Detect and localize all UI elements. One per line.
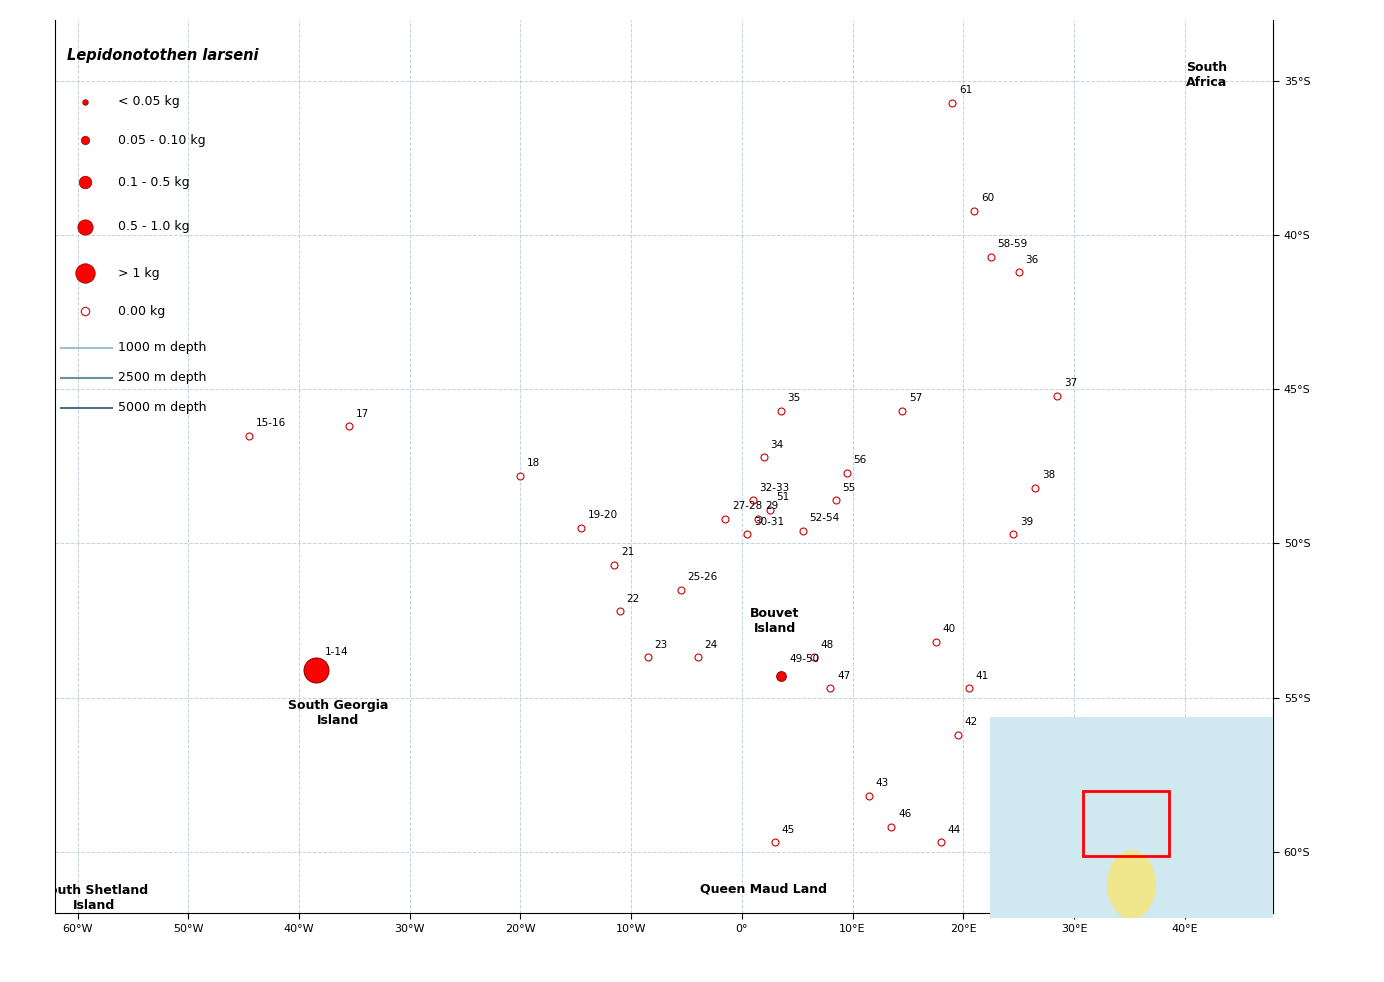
Text: 47: 47 bbox=[837, 671, 850, 681]
Text: 32-33: 32-33 bbox=[760, 482, 790, 493]
Text: 34: 34 bbox=[771, 440, 783, 450]
Text: 0.1 - 0.5 kg: 0.1 - 0.5 kg bbox=[118, 176, 190, 189]
Bar bbox=[1082, 791, 1169, 855]
Text: 39: 39 bbox=[1020, 517, 1032, 526]
Text: Bouvet
Island: Bouvet Island bbox=[750, 607, 800, 634]
Text: 52-54: 52-54 bbox=[810, 514, 840, 523]
Text: 1000 m depth: 1000 m depth bbox=[118, 341, 206, 355]
Text: 17: 17 bbox=[356, 409, 368, 418]
Text: 30-31: 30-31 bbox=[754, 517, 785, 526]
Text: 25-26: 25-26 bbox=[688, 572, 718, 582]
Text: 41: 41 bbox=[976, 671, 988, 681]
Text: 40: 40 bbox=[943, 625, 955, 634]
Text: 2500 m depth: 2500 m depth bbox=[118, 371, 206, 384]
Text: 0.00 kg: 0.00 kg bbox=[118, 304, 165, 318]
Text: 29: 29 bbox=[765, 501, 778, 512]
Text: South Georgia
Island: South Georgia Island bbox=[288, 699, 388, 727]
Text: 58-59: 58-59 bbox=[998, 240, 1028, 249]
Text: 49-50: 49-50 bbox=[789, 654, 819, 664]
Text: 36: 36 bbox=[1026, 254, 1038, 264]
Text: < 0.05 kg: < 0.05 kg bbox=[118, 95, 180, 108]
Text: South
Africa: South Africa bbox=[1186, 61, 1228, 89]
Text: 55: 55 bbox=[843, 482, 855, 493]
Text: 61: 61 bbox=[959, 85, 972, 95]
Text: 0.05 - 0.10 kg: 0.05 - 0.10 kg bbox=[118, 134, 205, 146]
Text: 60: 60 bbox=[981, 193, 994, 203]
Text: 15-16: 15-16 bbox=[256, 418, 286, 428]
Text: 19-20: 19-20 bbox=[588, 511, 619, 520]
Text: 51: 51 bbox=[776, 492, 789, 502]
Text: 46: 46 bbox=[898, 809, 911, 819]
Text: South Shetland
Island: South Shetland Island bbox=[40, 884, 148, 912]
Text: 27-28: 27-28 bbox=[732, 501, 763, 512]
Text: 37: 37 bbox=[1064, 378, 1077, 388]
Text: 48: 48 bbox=[821, 640, 833, 650]
Text: > 1 kg: > 1 kg bbox=[118, 266, 159, 280]
Text: 5000 m depth: 5000 m depth bbox=[118, 402, 206, 414]
Polygon shape bbox=[1107, 851, 1156, 918]
Text: 0.5 - 1.0 kg: 0.5 - 1.0 kg bbox=[118, 220, 190, 234]
Text: 22: 22 bbox=[627, 593, 639, 604]
Text: 45: 45 bbox=[782, 825, 794, 835]
Text: 1-14: 1-14 bbox=[324, 647, 347, 658]
Text: 18: 18 bbox=[527, 458, 540, 468]
Text: 35: 35 bbox=[787, 393, 800, 404]
Text: Lepidonotothen larseni: Lepidonotothen larseni bbox=[68, 47, 259, 63]
Text: 56: 56 bbox=[854, 455, 866, 464]
Text: 21: 21 bbox=[621, 547, 634, 558]
Text: 57: 57 bbox=[909, 393, 922, 404]
Text: 44: 44 bbox=[948, 825, 960, 835]
Text: 43: 43 bbox=[876, 779, 889, 789]
Text: 42: 42 bbox=[965, 717, 977, 727]
Text: 24: 24 bbox=[704, 640, 717, 650]
Text: 23: 23 bbox=[655, 640, 667, 650]
Text: Queen Maud Land: Queen Maud Land bbox=[700, 882, 828, 896]
Text: 38: 38 bbox=[1042, 470, 1055, 480]
